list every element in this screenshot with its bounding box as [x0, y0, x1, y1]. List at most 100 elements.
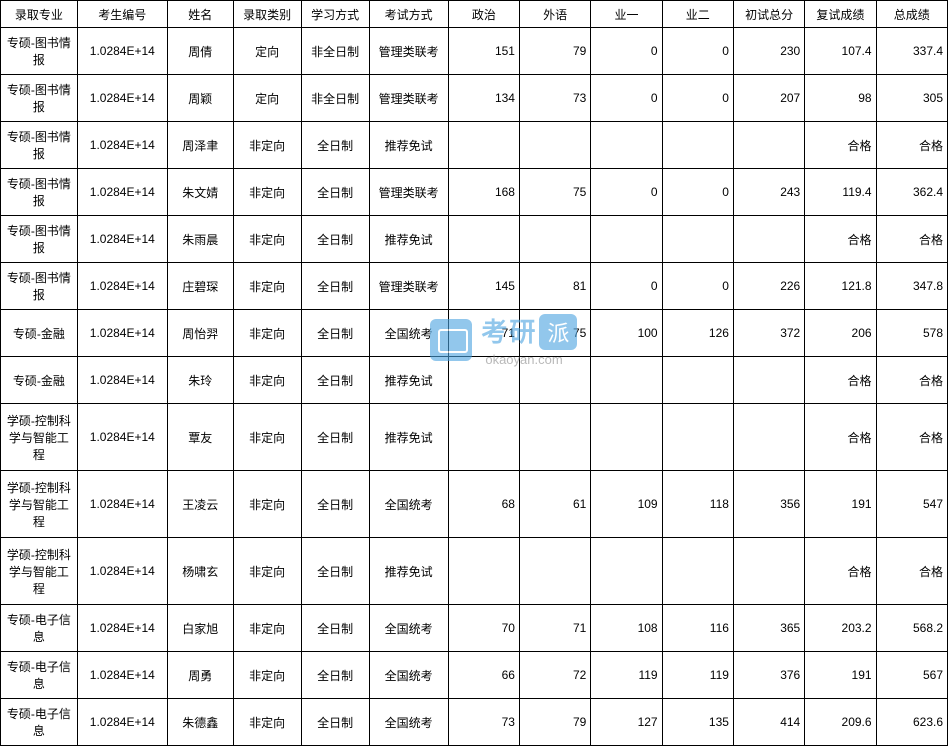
cell: 1.0284E+14	[77, 605, 167, 652]
cell: 白家旭	[167, 605, 233, 652]
cell: 全国统考	[369, 605, 448, 652]
cell: 朱玲	[167, 357, 233, 404]
cell	[591, 357, 662, 404]
cell: 推荐免试	[369, 357, 448, 404]
cell: 1.0284E+14	[77, 28, 167, 75]
cell: 243	[733, 169, 804, 216]
cell: 203.2	[805, 605, 876, 652]
cell: 1.0284E+14	[77, 310, 167, 357]
cell: 1.0284E+14	[77, 699, 167, 746]
cell: 全日制	[301, 652, 369, 699]
cell: 73	[448, 699, 519, 746]
cell: 合格	[805, 122, 876, 169]
cell: 81	[519, 263, 590, 310]
cell	[519, 216, 590, 263]
cell: 376	[733, 652, 804, 699]
table-row: 专硕-图书情报1.0284E+14朱雨晨非定向全日制推荐免试合格合格	[1, 216, 948, 263]
cell: 推荐免试	[369, 216, 448, 263]
table-row: 专硕-图书情报1.0284E+14朱文婧非定向全日制管理类联考168750024…	[1, 169, 948, 216]
cell: 非定向	[233, 605, 301, 652]
col-header: 业一	[591, 1, 662, 28]
col-header: 姓名	[167, 1, 233, 28]
cell	[591, 538, 662, 605]
cell: 547	[876, 471, 947, 538]
cell: 庄碧琛	[167, 263, 233, 310]
cell: 非定向	[233, 122, 301, 169]
cell: 合格	[876, 404, 947, 471]
cell: 全日制	[301, 216, 369, 263]
col-header: 学习方式	[301, 1, 369, 28]
cell: 151	[448, 28, 519, 75]
cell: 专硕-金融	[1, 310, 78, 357]
cell: 73	[519, 75, 590, 122]
table-row: 专硕-电子信息1.0284E+14白家旭非定向全日制全国统考7071108116…	[1, 605, 948, 652]
cell: 合格	[805, 216, 876, 263]
cell: 杨啸玄	[167, 538, 233, 605]
cell	[733, 216, 804, 263]
cell: 全日制	[301, 605, 369, 652]
cell: 全日制	[301, 538, 369, 605]
table-row: 专硕-图书情报1.0284E+14周颖定向非全日制管理类联考1347300207…	[1, 75, 948, 122]
cell: 非定向	[233, 699, 301, 746]
cell: 206	[805, 310, 876, 357]
cell	[662, 404, 733, 471]
table-row: 专硕-图书情报1.0284E+14周泽聿非定向全日制推荐免试合格合格	[1, 122, 948, 169]
cell: 周颖	[167, 75, 233, 122]
cell: 王凌云	[167, 471, 233, 538]
col-header: 政治	[448, 1, 519, 28]
cell: 非定向	[233, 357, 301, 404]
cell: 专硕-图书情报	[1, 169, 78, 216]
cell: 合格	[876, 122, 947, 169]
cell: 305	[876, 75, 947, 122]
cell: 全日制	[301, 699, 369, 746]
cell: 116	[662, 605, 733, 652]
col-header: 考试方式	[369, 1, 448, 28]
cell: 管理类联考	[369, 263, 448, 310]
cell: 1.0284E+14	[77, 357, 167, 404]
cell: 356	[733, 471, 804, 538]
cell: 全日制	[301, 471, 369, 538]
cell: 学硕-控制科学与智能工程	[1, 538, 78, 605]
cell: 75	[519, 310, 590, 357]
cell	[733, 122, 804, 169]
cell: 1.0284E+14	[77, 263, 167, 310]
cell: 合格	[805, 357, 876, 404]
cell: 226	[733, 263, 804, 310]
cell: 191	[805, 471, 876, 538]
cell: 全日制	[301, 169, 369, 216]
cell: 1.0284E+14	[77, 471, 167, 538]
cell: 全国统考	[369, 471, 448, 538]
cell: 567	[876, 652, 947, 699]
cell: 合格	[876, 538, 947, 605]
cell: 109	[591, 471, 662, 538]
cell: 126	[662, 310, 733, 357]
table-row: 学硕-控制科学与智能工程1.0284E+14杨啸玄非定向全日制推荐免试合格合格	[1, 538, 948, 605]
cell: 全日制	[301, 122, 369, 169]
cell: 72	[519, 652, 590, 699]
cell	[448, 404, 519, 471]
cell	[733, 538, 804, 605]
cell	[662, 122, 733, 169]
cell: 朱雨晨	[167, 216, 233, 263]
cell: 定向	[233, 75, 301, 122]
cell: 周勇	[167, 652, 233, 699]
cell	[519, 538, 590, 605]
cell: 全国统考	[369, 699, 448, 746]
cell: 0	[591, 75, 662, 122]
cell: 1.0284E+14	[77, 652, 167, 699]
cell: 1.0284E+14	[77, 216, 167, 263]
cell: 70	[448, 605, 519, 652]
cell: 119	[591, 652, 662, 699]
col-header: 初试总分	[733, 1, 804, 28]
cell	[733, 404, 804, 471]
cell: 98	[805, 75, 876, 122]
table-row: 学硕-控制科学与智能工程1.0284E+14覃友非定向全日制推荐免试合格合格	[1, 404, 948, 471]
cell: 非全日制	[301, 75, 369, 122]
cell: 推荐免试	[369, 122, 448, 169]
cell: 362.4	[876, 169, 947, 216]
cell: 专硕-电子信息	[1, 652, 78, 699]
cell: 1.0284E+14	[77, 122, 167, 169]
cell	[591, 122, 662, 169]
cell: 0	[591, 169, 662, 216]
cell: 推荐免试	[369, 404, 448, 471]
